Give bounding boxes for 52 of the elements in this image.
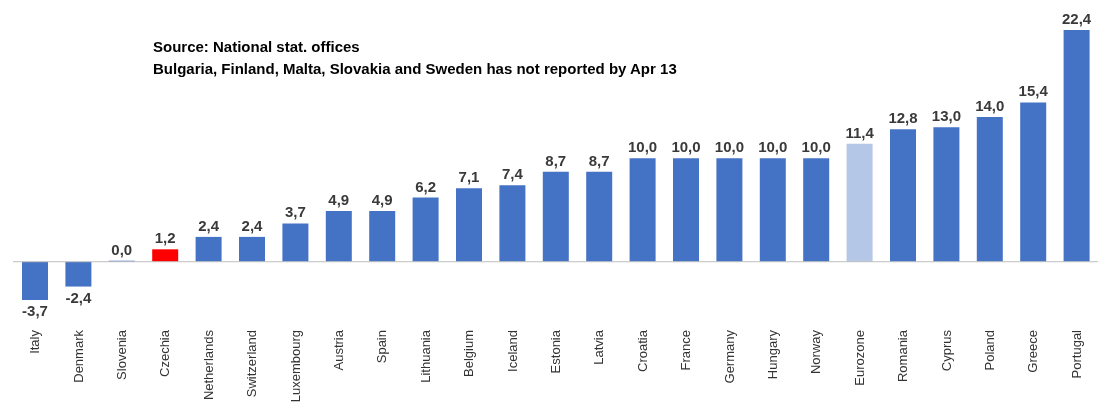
data-label: 3,7 (284, 203, 306, 221)
x-tick-label: Belgium (461, 330, 477, 377)
x-tick-label: Estonia (548, 329, 563, 374)
data-label: 7,4 (501, 165, 524, 183)
data-label: 2,4 (241, 216, 264, 234)
data-label: 8,7 (588, 151, 610, 169)
data-label: 10,0 (758, 138, 788, 156)
x-tick-label: Hungary (765, 329, 780, 380)
x-tick-label: Greece (1025, 330, 1041, 373)
data-label: 10,0 (628, 138, 658, 156)
x-tick-label: Italy (27, 329, 43, 354)
data-label: 2,4 (198, 216, 220, 234)
x-tick-label: Spain (374, 330, 390, 364)
x-tick-label: Portugal (1068, 329, 1084, 379)
x-tick-label: Norway (808, 329, 824, 375)
annotation: Source: National stat. offices (153, 37, 361, 57)
data-label: 4,9 (371, 191, 393, 209)
data-label: 6,2 (415, 177, 437, 195)
x-tick-label: Netherlands (200, 329, 216, 401)
x-tick-label: Croatia (634, 329, 650, 372)
data-label: 22,4 (1062, 10, 1092, 27)
x-tick-label: Eurozone (851, 330, 867, 386)
data-label: 10,0 (671, 138, 701, 156)
data-label: 7,1 (458, 168, 480, 186)
x-tick-label: Latvia (591, 329, 607, 365)
x-tick-label: Iceland (504, 330, 520, 372)
x-tick-label: Luxembourg (287, 330, 303, 403)
x-tick-label: Austria (331, 329, 346, 371)
x-tick-label: Germany (721, 329, 737, 384)
data-label: -2,4 (65, 288, 92, 306)
data-label: 0,0 (111, 240, 133, 258)
x-tick-label: Slovenia (114, 329, 129, 380)
data-label: 13,0 (931, 107, 961, 125)
data-label: 1,2 (154, 229, 176, 247)
x-tick-label: Switzerland (244, 330, 260, 398)
x-tick-label: Denmark (70, 329, 86, 383)
x-tick-label: Czechia (157, 329, 173, 377)
data-label: 11,4 (845, 123, 875, 141)
data-label: 12,8 (888, 109, 918, 127)
data-label: 8,7 (545, 151, 567, 169)
x-tick-label: Romania (895, 329, 911, 383)
annotation: Bulgaria, Finland, Malta, Slovakia and Sweden has not reported by Apr 13 (153, 59, 677, 79)
x-tick-label: France (678, 330, 694, 371)
data-label: 10,0 (801, 138, 831, 156)
data-label: 4,9 (328, 191, 350, 209)
x-tick-label: Poland (982, 330, 997, 371)
data-label: 15,4 (1018, 82, 1049, 100)
x-tick-label: Lithuania (417, 329, 433, 383)
data-label: 14,0 (975, 96, 1005, 114)
x-tick-label: Cyprus (938, 329, 954, 372)
data-label: -3,7 (22, 302, 48, 319)
data-label: 10,0 (714, 138, 744, 156)
